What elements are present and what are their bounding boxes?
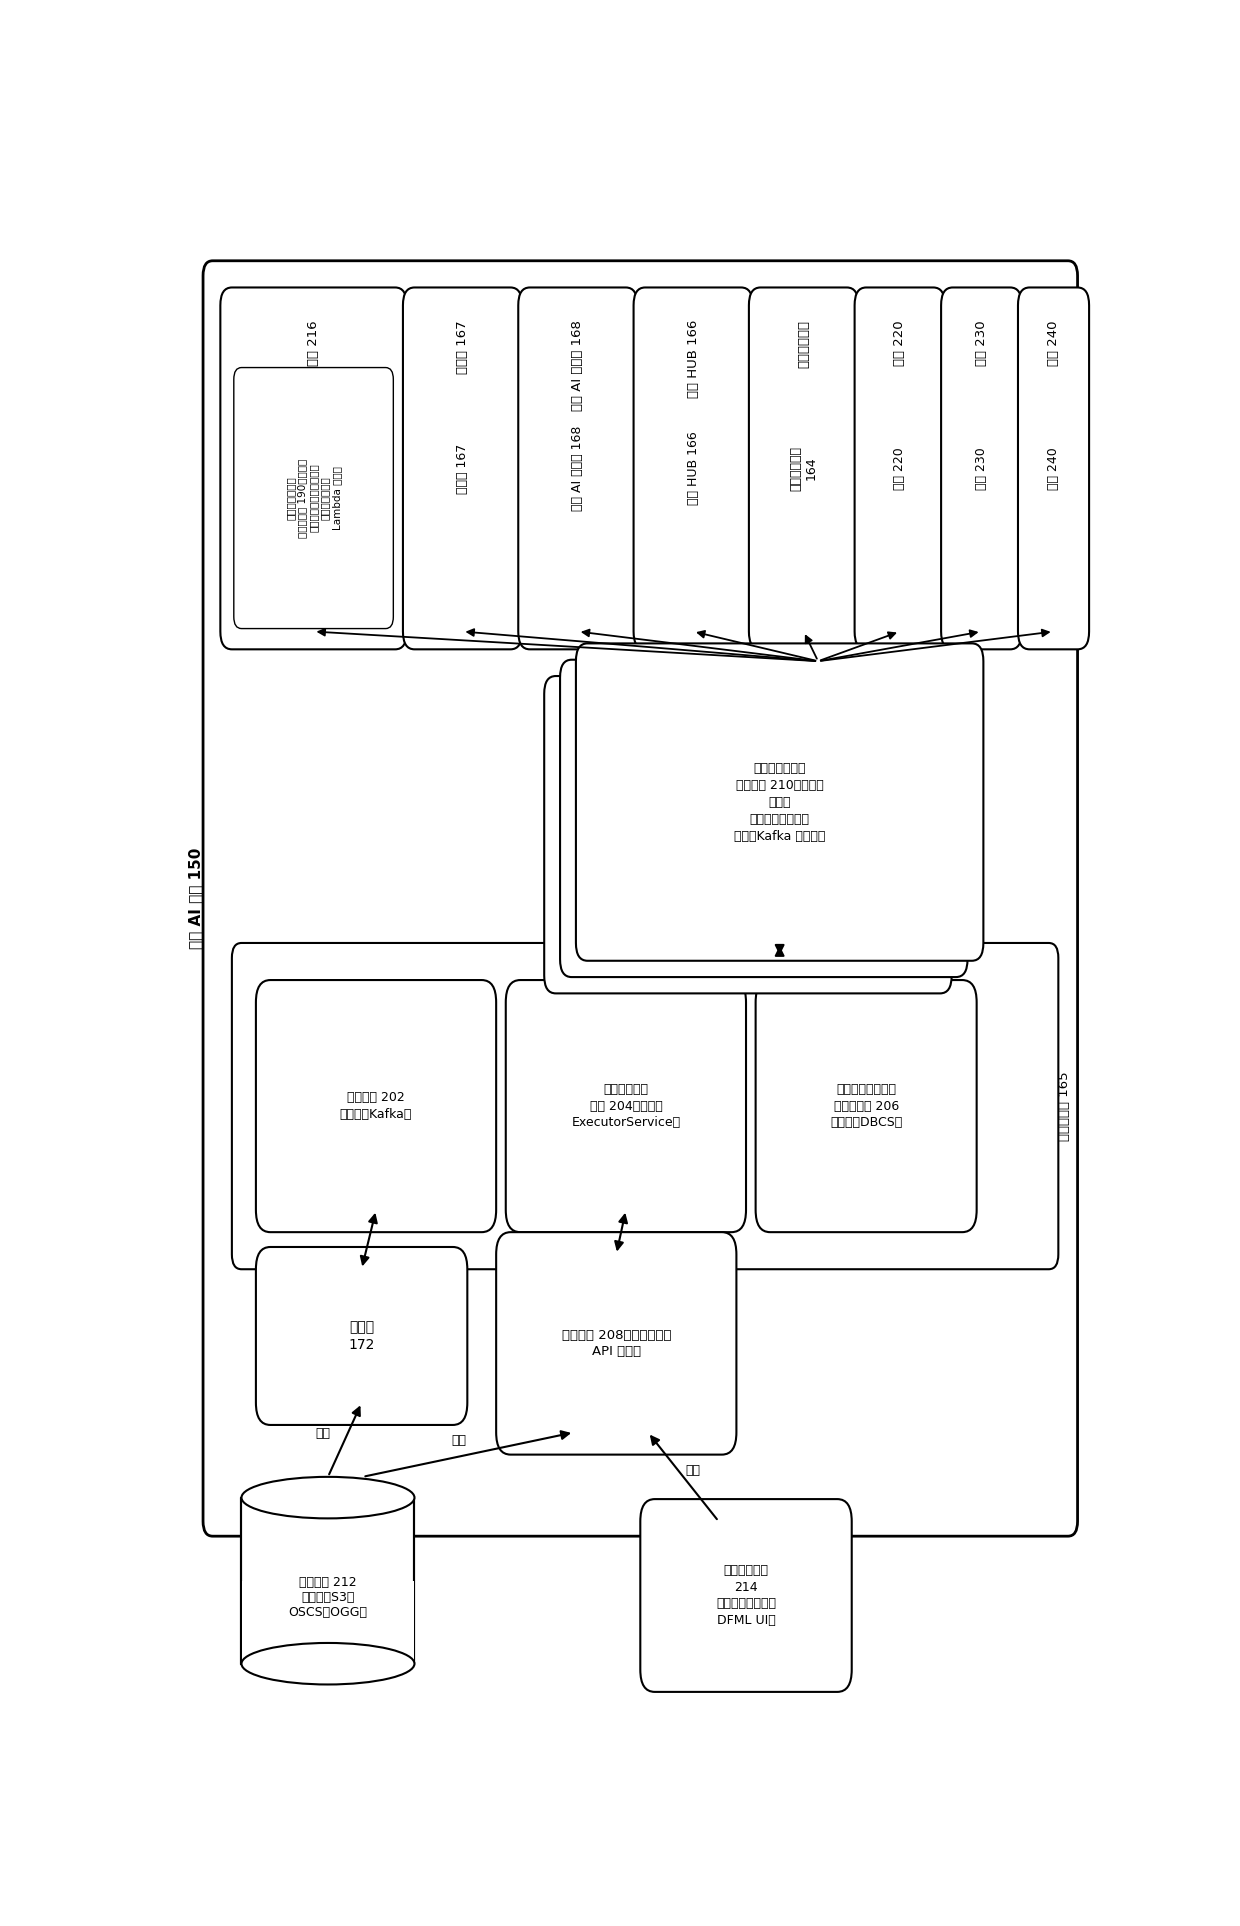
Text: 数据湖 167: 数据湖 167 xyxy=(456,320,469,374)
Text: 数据 AI 系统 150: 数据 AI 系统 150 xyxy=(188,847,203,950)
Text: 摄取 220: 摄取 220 xyxy=(893,447,906,489)
FancyBboxPatch shape xyxy=(255,980,496,1233)
Text: 事件引导程序
服务 204（例如，
ExecutorService）: 事件引导程序 服务 204（例如， ExecutorService） xyxy=(572,1082,681,1129)
Text: 应用运行时 216: 应用运行时 216 xyxy=(308,320,320,389)
Text: 应用设计服务
164: 应用设计服务 164 xyxy=(790,447,817,491)
Text: 系统外观 208（例如，事件
API 扩展）: 系统外观 208（例如，事件 API 扩展） xyxy=(562,1329,671,1358)
FancyBboxPatch shape xyxy=(232,944,1058,1269)
Text: （一个或多个）
数据流应用 190（例如，
（一个或多个）流水线，
（一个或多个）
Lambda 应用）: （一个或多个） 数据流应用 190（例如， （一个或多个）流水线， （一个或多个… xyxy=(285,458,342,537)
FancyBboxPatch shape xyxy=(234,368,393,628)
FancyBboxPatch shape xyxy=(755,980,977,1233)
Bar xyxy=(243,1581,413,1664)
Text: （一个或多个）
事件中介 210（一个或
多个）
（例如，（一个或
多个）Kafka 消费者）: （一个或多个） 事件中介 210（一个或 多个） （例如，（一个或 多个）Kaf… xyxy=(734,761,826,842)
Text: 事件配置发布器、
事件消费者 206
（例如，DBCS）: 事件配置发布器、 事件消费者 206 （例如，DBCS） xyxy=(830,1082,903,1129)
Text: 数据: 数据 xyxy=(451,1435,466,1446)
Text: 调度 240: 调度 240 xyxy=(1047,447,1060,489)
FancyBboxPatch shape xyxy=(506,980,746,1233)
Text: 摄取 220: 摄取 220 xyxy=(893,320,906,366)
FancyBboxPatch shape xyxy=(1018,287,1089,649)
Text: 发布 230: 发布 230 xyxy=(975,320,988,366)
FancyBboxPatch shape xyxy=(749,287,858,649)
FancyBboxPatch shape xyxy=(203,260,1078,1537)
FancyBboxPatch shape xyxy=(403,287,522,649)
Text: 数据: 数据 xyxy=(316,1427,331,1441)
Text: 应用设计服务: 应用设计服务 xyxy=(797,320,810,368)
FancyBboxPatch shape xyxy=(560,661,967,976)
Text: 图形用户界面
214
（例如，浏览器，
DFML UI）: 图形用户界面 214 （例如，浏览器， DFML UI） xyxy=(715,1564,776,1627)
Text: 调度 240: 调度 240 xyxy=(1047,320,1060,366)
Text: 事件协调器 165: 事件协调器 165 xyxy=(1058,1071,1071,1140)
Text: 数据 AI 子系统 168: 数据 AI 子系统 168 xyxy=(572,426,584,510)
FancyBboxPatch shape xyxy=(544,676,951,994)
FancyBboxPatch shape xyxy=(941,287,1022,649)
FancyBboxPatch shape xyxy=(221,287,407,649)
FancyBboxPatch shape xyxy=(634,287,753,649)
Text: 系统 HUB 166: 系统 HUB 166 xyxy=(687,320,699,399)
Bar xyxy=(242,1498,414,1664)
FancyBboxPatch shape xyxy=(518,287,637,649)
Text: 事件: 事件 xyxy=(686,1464,701,1477)
Text: 数据湖 167: 数据湖 167 xyxy=(456,443,469,493)
Text: 边缘层
172: 边缘层 172 xyxy=(348,1319,374,1352)
FancyBboxPatch shape xyxy=(640,1498,852,1691)
Ellipse shape xyxy=(242,1477,414,1518)
Text: 外部数据 212
（例如，S3、
OSCS、OGG）: 外部数据 212 （例如，S3、 OSCS、OGG） xyxy=(289,1575,367,1618)
Text: 发布 230: 发布 230 xyxy=(975,447,988,489)
FancyBboxPatch shape xyxy=(255,1246,467,1425)
Ellipse shape xyxy=(242,1643,414,1685)
Text: 事件队列 202
（例如，Kafka）: 事件队列 202 （例如，Kafka） xyxy=(340,1092,412,1121)
Text: 数据 AI 子系统 168: 数据 AI 子系统 168 xyxy=(572,320,584,410)
FancyBboxPatch shape xyxy=(575,643,983,961)
FancyBboxPatch shape xyxy=(854,287,945,649)
Text: 系统 HUB 166: 系统 HUB 166 xyxy=(687,431,699,505)
FancyBboxPatch shape xyxy=(496,1233,737,1454)
